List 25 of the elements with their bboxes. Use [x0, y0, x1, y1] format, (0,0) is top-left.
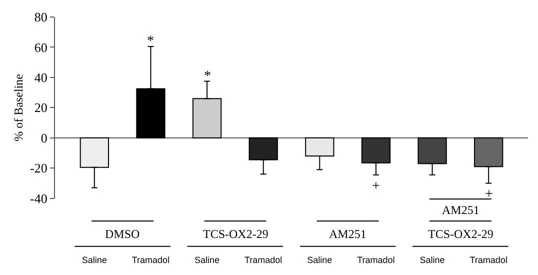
y-axis-title: % of Baseline	[11, 74, 26, 142]
text: DMSO	[105, 227, 140, 241]
text: AM251	[442, 203, 480, 217]
y-tick-label: 0	[40, 130, 48, 146]
x-tick-label: Tramadol	[132, 255, 170, 265]
y-tick-label: -20	[30, 160, 48, 176]
x-tick-label: Tramadol	[244, 255, 282, 265]
y-tick-label: 40	[34, 70, 48, 85]
x-tick-label: Tramadol	[357, 255, 395, 265]
data-label: *	[204, 69, 211, 84]
y-tick-label: 20	[34, 100, 48, 116]
data-label: *	[147, 34, 154, 49]
x-tick-label: Tramadol	[470, 255, 508, 265]
text: AM251	[329, 227, 366, 241]
y-tick-label: -40	[30, 190, 48, 206]
data-label: +	[485, 187, 493, 202]
x-tick-label: Saline	[194, 255, 220, 265]
x-tick-label: Saline	[307, 255, 332, 265]
data-label: +	[372, 179, 380, 194]
y-tick-label: 80	[34, 10, 48, 25]
text: TCS-OX2-29	[203, 227, 268, 241]
x-tick-label: Saline	[82, 255, 107, 265]
text: TCS-OX2-29	[428, 227, 494, 241]
x-tick-label: Saline	[420, 255, 445, 265]
y-tick-label: 60	[34, 40, 48, 55]
